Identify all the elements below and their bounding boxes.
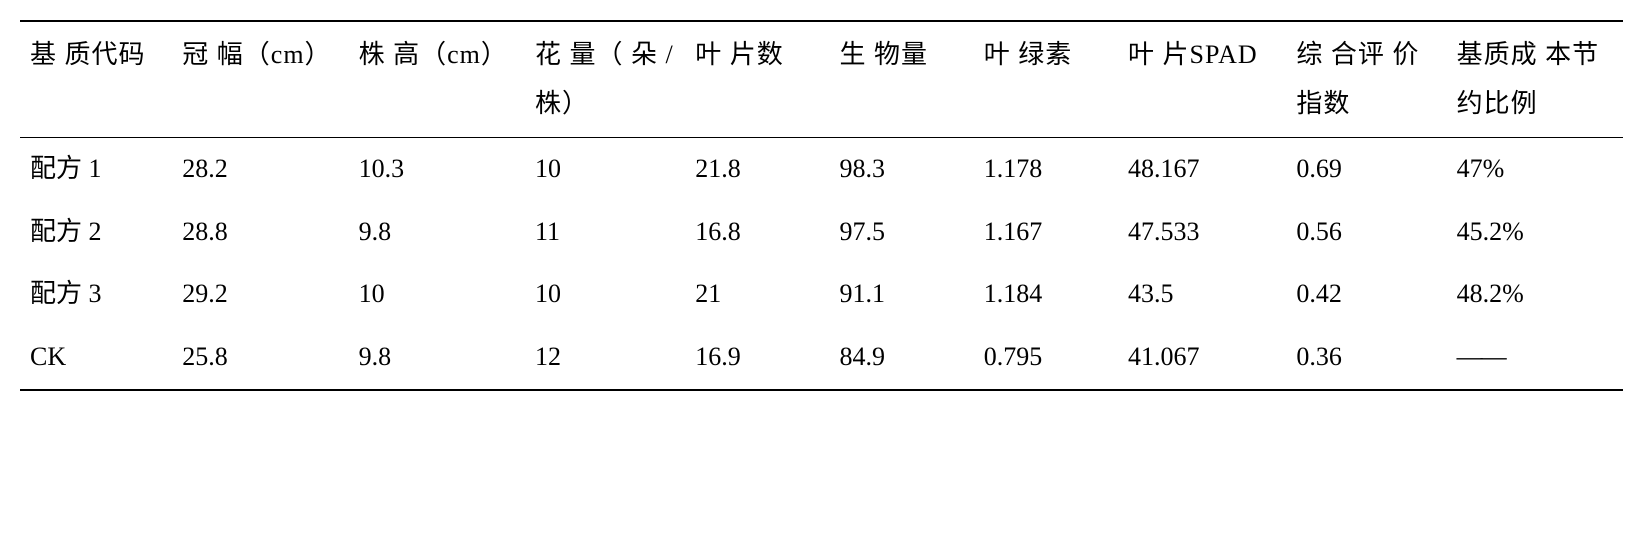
cell-2-3: 10 xyxy=(525,263,685,326)
cell-3-1: 25.8 xyxy=(172,326,348,390)
cell-2-8: 0.42 xyxy=(1286,263,1446,326)
cell-3-4: 16.9 xyxy=(685,326,829,390)
cell-1-8: 0.56 xyxy=(1286,201,1446,264)
cell-3-2: 9.8 xyxy=(349,326,525,390)
cell-0-8: 0.69 xyxy=(1286,137,1446,200)
cell-0-5: 98.3 xyxy=(830,137,974,200)
cell-1-7: 47.533 xyxy=(1118,201,1286,264)
cell-1-9: 45.2% xyxy=(1447,201,1623,264)
col-header-6: 叶 绿素 xyxy=(974,21,1118,137)
cell-1-3: 11 xyxy=(525,201,685,264)
table-header-row: 基 质代码冠 幅（cm）株 高（cm）花 量（ 朵 /株）叶 片数生 物量叶 绿… xyxy=(20,21,1623,137)
cell-3-6: 0.795 xyxy=(974,326,1118,390)
cell-0-3: 10 xyxy=(525,137,685,200)
cell-1-1: 28.8 xyxy=(172,201,348,264)
col-header-7: 叶 片SPAD xyxy=(1118,21,1286,137)
cell-0-6: 1.178 xyxy=(974,137,1118,200)
col-header-5: 生 物量 xyxy=(830,21,974,137)
cell-3-3: 12 xyxy=(525,326,685,390)
cell-1-0: 配方 2 xyxy=(20,201,172,264)
cell-0-4: 21.8 xyxy=(685,137,829,200)
cell-1-4: 16.8 xyxy=(685,201,829,264)
data-table: 基 质代码冠 幅（cm）株 高（cm）花 量（ 朵 /株）叶 片数生 物量叶 绿… xyxy=(20,20,1623,391)
col-header-3: 花 量（ 朵 /株） xyxy=(525,21,685,137)
table-row: 配方 228.89.81116.897.51.16747.5330.5645.2… xyxy=(20,201,1623,264)
cell-3-7: 41.067 xyxy=(1118,326,1286,390)
col-header-9: 基质成 本节约比例 xyxy=(1447,21,1623,137)
table-row: 配方 329.210102191.11.18443.50.4248.2% xyxy=(20,263,1623,326)
cell-1-5: 97.5 xyxy=(830,201,974,264)
cell-2-4: 21 xyxy=(685,263,829,326)
cell-1-6: 1.167 xyxy=(974,201,1118,264)
cell-0-9: 47% xyxy=(1447,137,1623,200)
cell-0-0: 配方 1 xyxy=(20,137,172,200)
col-header-8: 综 合评 价指数 xyxy=(1286,21,1446,137)
cell-2-5: 91.1 xyxy=(830,263,974,326)
cell-3-0: CK xyxy=(20,326,172,390)
table-body: 配方 128.210.31021.898.31.17848.1670.6947%… xyxy=(20,137,1623,390)
cell-2-2: 10 xyxy=(349,263,525,326)
col-header-2: 株 高（cm） xyxy=(349,21,525,137)
cell-0-2: 10.3 xyxy=(349,137,525,200)
cell-0-1: 28.2 xyxy=(172,137,348,200)
cell-0-7: 48.167 xyxy=(1118,137,1286,200)
cell-2-1: 29.2 xyxy=(172,263,348,326)
cell-3-8: 0.36 xyxy=(1286,326,1446,390)
col-header-0: 基 质代码 xyxy=(20,21,172,137)
col-header-4: 叶 片数 xyxy=(685,21,829,137)
cell-2-7: 43.5 xyxy=(1118,263,1286,326)
cell-2-9: 48.2% xyxy=(1447,263,1623,326)
table-row: 配方 128.210.31021.898.31.17848.1670.6947% xyxy=(20,137,1623,200)
table-row: CK25.89.81216.984.90.79541.0670.36—— xyxy=(20,326,1623,390)
cell-1-2: 9.8 xyxy=(349,201,525,264)
cell-3-9: —— xyxy=(1447,326,1623,390)
cell-2-0: 配方 3 xyxy=(20,263,172,326)
cell-2-6: 1.184 xyxy=(974,263,1118,326)
cell-3-5: 84.9 xyxy=(830,326,974,390)
col-header-1: 冠 幅（cm） xyxy=(172,21,348,137)
